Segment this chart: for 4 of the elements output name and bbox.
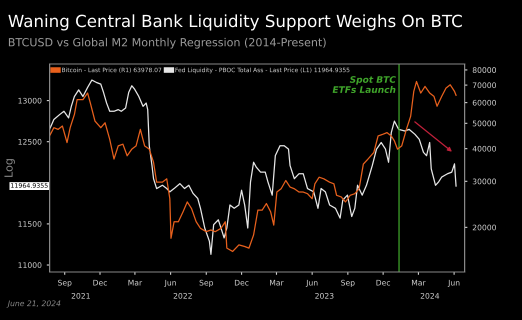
y-axis-title: Log xyxy=(4,159,15,177)
chart-subtitle: BTCUSD vs Global M2 Monthly Regression (2014-Present) xyxy=(8,38,326,49)
ref-line-label: Spot BTC ETFs Launch xyxy=(332,76,396,94)
chart-title: Waning Central Bank Liquidity Support Weighs On BTC xyxy=(8,14,462,30)
